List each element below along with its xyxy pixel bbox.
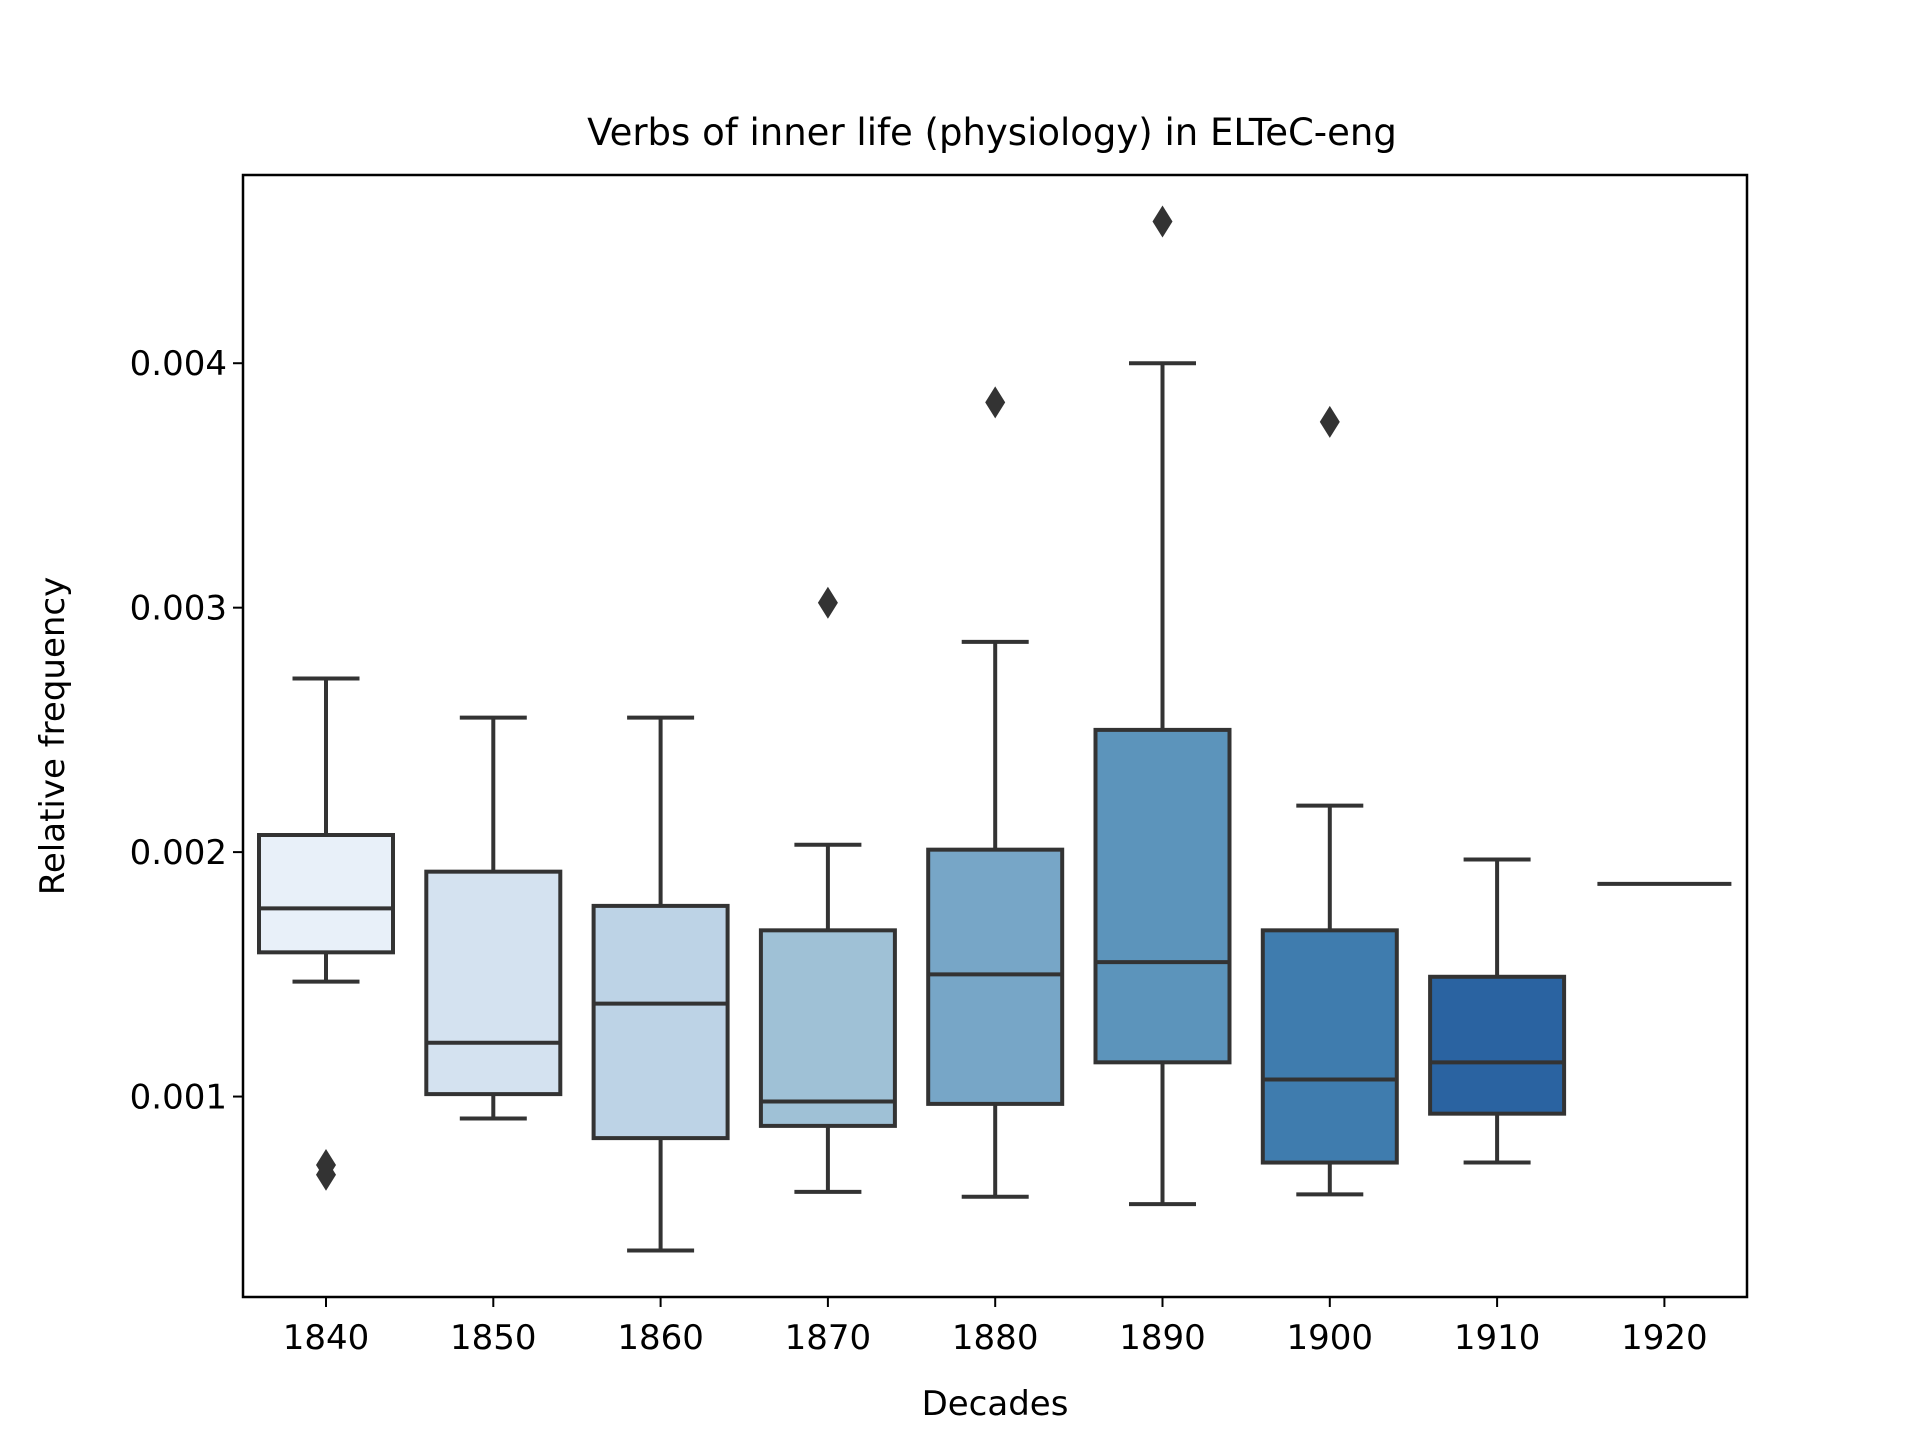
- outlier-point: [985, 386, 1006, 419]
- x-tick-label: 1840: [283, 1318, 370, 1358]
- x-axis: 1840 1850 1860 1870 1880 1890 1900 1910 1920: [283, 1297, 1708, 1358]
- y-axis-label: Relative frequency: [33, 577, 73, 895]
- outlier-point: [1152, 205, 1173, 238]
- x-tick-label: 1860: [617, 1318, 704, 1358]
- outlier-point: [1319, 405, 1340, 438]
- box-1840: [257, 676, 395, 1191]
- y-axis: 0.001 0.002 0.003 0.004: [130, 344, 243, 1118]
- iqr-box: [257, 833, 395, 955]
- iqr-box: [1428, 974, 1567, 1116]
- plot-frame: [241, 173, 1749, 1299]
- y-tick-label: 0.001: [130, 1078, 227, 1118]
- iqr-box: [758, 928, 897, 1128]
- x-tick-label: 1910: [1454, 1318, 1541, 1358]
- box-1870: [758, 586, 897, 1194]
- x-tick-label: 1850: [450, 1318, 537, 1358]
- iqr-box: [926, 847, 1065, 1106]
- iqr-box: [591, 903, 730, 1141]
- y-tick-label: 0.002: [130, 833, 227, 873]
- box-1910: [1428, 857, 1567, 1165]
- iqr-box: [1260, 928, 1399, 1165]
- box-1890: [1093, 205, 1232, 1207]
- iqr-box: [424, 869, 563, 1097]
- chart-title: Verbs of inner life (physiology) in ELTe…: [587, 111, 1397, 154]
- iqr-box: [1093, 727, 1232, 1065]
- x-tick-label: 1870: [785, 1318, 872, 1358]
- box-1860: [591, 715, 730, 1253]
- y-tick-label: 0.003: [130, 589, 227, 629]
- box-1900: [1260, 405, 1399, 1197]
- x-tick-label: 1900: [1287, 1318, 1374, 1358]
- box-1850: [424, 715, 563, 1121]
- outlier-point: [817, 586, 838, 619]
- box-1880: [926, 386, 1065, 1199]
- x-axis-label: Decades: [922, 1384, 1069, 1424]
- outlier-point: [316, 1149, 336, 1181]
- x-tick-label: 1920: [1621, 1318, 1708, 1358]
- plot-content: [257, 205, 1732, 1253]
- x-tick-label: 1890: [1119, 1318, 1206, 1358]
- y-tick-label: 0.004: [130, 344, 227, 384]
- x-tick-label: 1880: [952, 1318, 1039, 1358]
